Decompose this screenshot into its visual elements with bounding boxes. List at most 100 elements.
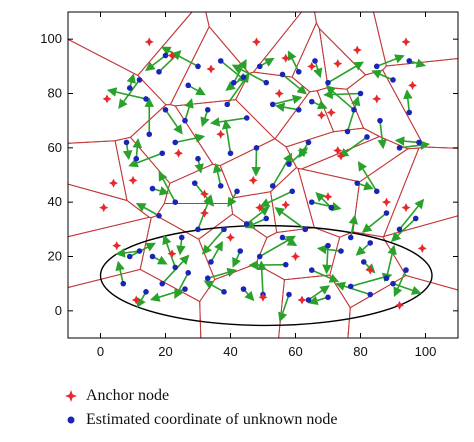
anchor-node-point: [333, 59, 343, 69]
anchor-node-point: [128, 175, 138, 185]
error-vector: [355, 242, 371, 256]
anchor-marker-icon: [64, 389, 78, 403]
unknown-node-point: [243, 115, 250, 121]
unknown-node-point: [295, 107, 302, 113]
x-tick-label: 80: [353, 344, 367, 359]
error-vector: [136, 291, 147, 308]
error-vector: [399, 140, 431, 150]
error-vector: [274, 102, 299, 112]
unknown-node-point: [325, 242, 331, 249]
unknown-node-point: [178, 234, 185, 241]
anchor-node-point: [102, 94, 112, 104]
error-vector: [129, 242, 156, 258]
unknown-node-point: [347, 283, 354, 290]
unknown-node-point: [217, 58, 224, 64]
y-tick-label: 40: [48, 194, 62, 209]
unknown-node-point: [360, 259, 367, 265]
x-tick-label: 0: [97, 344, 104, 359]
error-vector: [357, 161, 378, 192]
legend-item-anchor: Anchor node: [64, 384, 464, 408]
error-vector: [390, 217, 417, 242]
unknown-node-point: [325, 79, 331, 86]
error-vector: [201, 228, 225, 255]
unknown-node-point: [412, 215, 419, 222]
anchor-node-point: [336, 151, 346, 161]
unknown-node-point: [126, 85, 133, 91]
voronoi-cell: [174, 99, 276, 167]
region-ellipse-group: [99, 224, 433, 327]
unknown-node-point: [237, 248, 244, 254]
unknown-node-point: [159, 150, 166, 157]
plot-frame: [67, 11, 459, 339]
anchor-node-point: [200, 189, 209, 199]
unknown-node-point: [406, 58, 413, 64]
unknown-node-point: [123, 139, 130, 146]
unknown-node-point: [230, 79, 237, 86]
unknown-node-point: [367, 240, 374, 246]
error-vector: [162, 234, 177, 268]
error-vector: [272, 94, 303, 106]
error-vector: [145, 54, 166, 72]
unknown-node-point: [364, 134, 370, 140]
unknown-node-point: [325, 294, 331, 301]
error-vector: [132, 138, 143, 159]
anchor-node-point: [365, 265, 375, 275]
unknown-node-point: [221, 226, 227, 233]
error-vector: [335, 281, 371, 296]
unknown-node-point: [347, 234, 354, 241]
error-vector: [288, 147, 309, 165]
unknown-node-point: [172, 199, 179, 205]
legend-label-anchor: Anchor node: [86, 387, 170, 404]
unknown-node-point: [383, 210, 390, 216]
unknown-node-point: [308, 267, 315, 273]
unknown-node-point: [156, 68, 162, 75]
anchor-node-point: [401, 37, 411, 47]
unknown-node-point: [269, 101, 276, 108]
anchor-node-point: [323, 192, 333, 202]
error-vector: [160, 46, 199, 68]
unknown-node-point: [403, 267, 409, 273]
error-vector: [210, 240, 223, 263]
error-vector: [203, 280, 225, 293]
unknown-node-point: [289, 188, 296, 195]
voronoi-cell: [67, 268, 202, 339]
x-tick-label: 100: [415, 344, 437, 359]
voronoi-cell: [163, 163, 234, 204]
error-vector: [311, 269, 340, 283]
error-vector: [135, 202, 160, 217]
voronoi-cell: [67, 38, 167, 144]
anchor-node-point: [333, 146, 343, 156]
anchor-node-point: [131, 295, 141, 305]
anchor-node-point: [401, 203, 411, 213]
anchor-node-point: [291, 252, 300, 261]
error-vector: [392, 282, 422, 295]
error-vector: [115, 260, 125, 284]
y-tick-label: 80: [48, 86, 62, 101]
voronoi-cell: [285, 127, 381, 170]
anchor-node-point: [167, 50, 177, 60]
unknown-node-point: [308, 98, 315, 105]
region-ellipse: [99, 224, 433, 327]
anchor-node-point: [281, 53, 291, 63]
error-vector: [316, 244, 342, 255]
unknown-node-point: [227, 150, 234, 157]
voronoi-cell: [382, 146, 459, 238]
unknown-node-point: [156, 212, 162, 219]
error-vector: [164, 109, 183, 135]
unknown-node-point: [383, 275, 390, 282]
unknown-node-point: [328, 204, 335, 211]
unknown-node-point: [390, 280, 396, 287]
error-vector: [371, 69, 394, 81]
error-vector: [248, 260, 286, 270]
error-vector: [281, 73, 307, 95]
unknown-node-point: [172, 264, 179, 271]
unknown-node-point: [143, 96, 149, 102]
unknown-node-point: [136, 248, 143, 254]
unknown-node-point: [204, 107, 211, 113]
error-vector: [259, 235, 296, 258]
unknown-node-point: [295, 68, 302, 75]
anchor-node-point: [200, 208, 209, 218]
error-vector: [361, 212, 388, 233]
unknown-node-point: [396, 145, 403, 151]
unknown-node-point: [149, 185, 156, 192]
